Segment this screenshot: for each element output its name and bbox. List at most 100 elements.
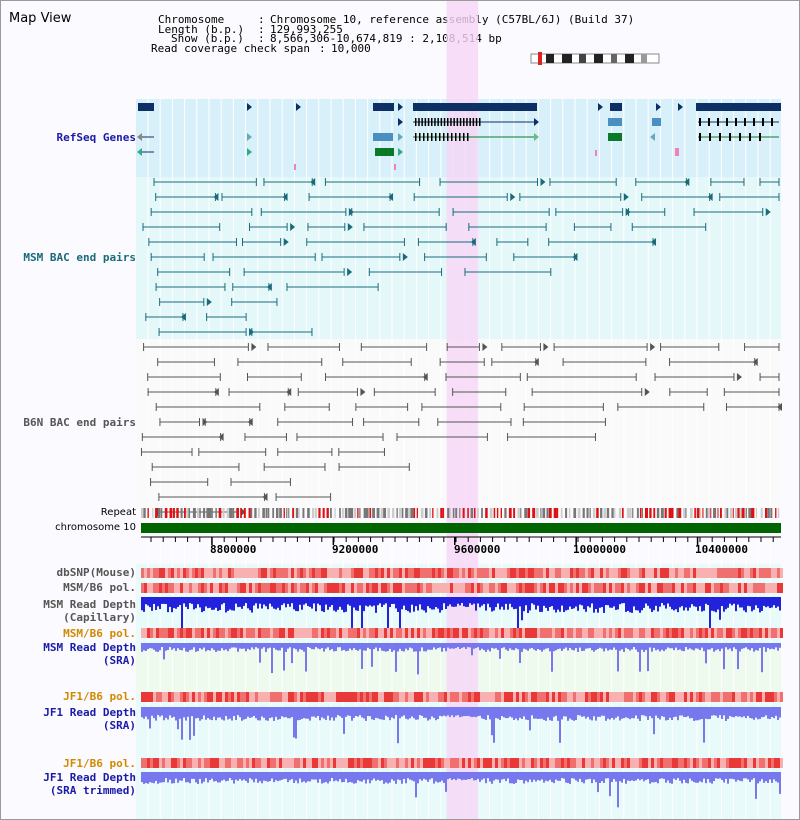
polymorphism-cell bbox=[408, 758, 411, 768]
polymorphism-cell bbox=[519, 568, 522, 578]
read-depth-bar bbox=[357, 647, 359, 651]
read-depth-bar bbox=[555, 603, 557, 613]
read-depth-bar bbox=[697, 647, 699, 649]
polymorphism-cell bbox=[249, 628, 252, 638]
polymorphism-cell bbox=[522, 583, 525, 593]
bac-end-arrow bbox=[310, 178, 316, 186]
read-depth-bar bbox=[483, 647, 485, 651]
read-depth-bar bbox=[299, 715, 301, 720]
read-depth-bar bbox=[401, 715, 403, 717]
polymorphism-cell bbox=[342, 583, 345, 593]
b6n-bac-label[interactable]: B6N BAC end pairs bbox=[23, 416, 136, 429]
data-track-label[interactable]: MSM/B6 pol. bbox=[63, 581, 136, 594]
show-sep: : bbox=[258, 32, 272, 45]
repeat-element bbox=[577, 508, 581, 518]
read-depth-bar bbox=[239, 647, 241, 649]
polymorphism-cell bbox=[444, 628, 447, 638]
read-depth-bar bbox=[765, 647, 767, 652]
chromosome-ideogram[interactable] bbox=[530, 52, 660, 65]
refseq-genes-track[interactable] bbox=[137, 103, 781, 170]
polymorphism-cell bbox=[504, 583, 507, 593]
read-depth-bar bbox=[249, 647, 251, 650]
data-track-label[interactable]: MSM Read Depth bbox=[43, 641, 136, 654]
read-depth-bar bbox=[377, 778, 379, 780]
msm-bac-track[interactable] bbox=[142, 178, 780, 336]
read-depth-bar bbox=[465, 778, 467, 780]
read-depth-bar bbox=[321, 603, 323, 612]
read-depth-bar bbox=[535, 778, 537, 782]
repeat-element bbox=[429, 508, 432, 518]
data-track-label[interactable]: (SRA) bbox=[102, 654, 136, 667]
repeat-element bbox=[232, 508, 235, 518]
read-depth-bar bbox=[685, 715, 687, 718]
polymorphism-cell bbox=[450, 692, 453, 702]
read-depth-bar bbox=[557, 715, 559, 721]
repeat-track[interactable] bbox=[141, 508, 780, 518]
data-track-label[interactable]: MSM/B6 pol. bbox=[63, 627, 136, 640]
data-track-label[interactable]: dbSNP(Mouse) bbox=[56, 566, 136, 579]
read-depth-bar bbox=[411, 715, 413, 717]
read-depth-bar bbox=[161, 778, 163, 783]
polymorphism-cell bbox=[399, 568, 402, 578]
polymorphism-cell bbox=[708, 692, 711, 702]
read-depth-bar bbox=[325, 603, 327, 605]
polymorphism-cell bbox=[444, 568, 447, 578]
data-track-label[interactable]: JF1/B6 pol. bbox=[63, 690, 136, 703]
read-depth-bar bbox=[385, 778, 387, 783]
polymorphism-cell bbox=[225, 692, 228, 702]
read-depth-bar bbox=[415, 603, 417, 607]
read-depth-bar bbox=[539, 715, 541, 719]
data-track-label[interactable]: JF1 Read Depth bbox=[43, 771, 136, 784]
repeat-element bbox=[341, 508, 344, 518]
read-depth-bar bbox=[237, 647, 239, 652]
polymorphism-cell bbox=[720, 568, 723, 578]
gene-exon-tick bbox=[431, 133, 433, 141]
read-depth-bar bbox=[747, 647, 749, 650]
read-depth-bar bbox=[375, 778, 377, 781]
read-depth-bar bbox=[695, 603, 697, 607]
read-depth-bar bbox=[215, 715, 217, 721]
repeat-element bbox=[600, 508, 603, 518]
polymorphism-cell bbox=[240, 628, 243, 638]
polymorphism-cell bbox=[369, 583, 372, 593]
polymorphism-cell bbox=[432, 568, 435, 578]
read-depth-bar bbox=[269, 603, 271, 604]
read-depth-bar bbox=[537, 778, 539, 781]
data-track-label[interactable]: (SRA) bbox=[102, 719, 136, 732]
read-depth-bar bbox=[295, 778, 297, 781]
gene-exon-tick bbox=[472, 118, 475, 126]
polymorphism-cell bbox=[429, 628, 432, 638]
chromosome-bar[interactable] bbox=[141, 523, 781, 533]
polymorphism-cell bbox=[285, 758, 288, 768]
data-track-label[interactable]: (Capillary) bbox=[63, 611, 136, 624]
b6n-bac-track[interactable] bbox=[140, 343, 782, 531]
polymorphism-cell bbox=[297, 628, 300, 638]
msm-bac-label[interactable]: MSM BAC end pairs bbox=[23, 251, 136, 264]
repeat-element bbox=[770, 508, 773, 518]
read-depth-bar bbox=[563, 603, 565, 613]
read-depth-bar bbox=[749, 715, 751, 719]
refseq-genes-label[interactable]: RefSeq Genes bbox=[56, 131, 136, 144]
polymorphism-cell bbox=[273, 692, 276, 702]
polymorphism-cell bbox=[696, 583, 699, 593]
gene-exon-tick bbox=[466, 118, 468, 126]
polymorphism-cell bbox=[552, 758, 555, 768]
data-track-label[interactable]: JF1 Read Depth bbox=[43, 706, 136, 719]
data-track-label[interactable]: JF1/B6 pol. bbox=[63, 757, 136, 770]
repeat-element bbox=[696, 508, 700, 518]
read-depth-bar bbox=[667, 778, 669, 781]
read-depth-bar bbox=[779, 778, 781, 794]
read-depth-bar bbox=[725, 715, 727, 721]
read-depth-bar bbox=[471, 603, 473, 605]
polymorphism-cell bbox=[693, 692, 696, 702]
polymorphism-cell bbox=[162, 758, 165, 768]
read-depth-bar bbox=[351, 603, 353, 628]
data-track-label[interactable]: (SRA trimmed) bbox=[49, 784, 136, 797]
read-depth-bar bbox=[501, 603, 503, 607]
data-track-label[interactable]: MSM Read Depth bbox=[43, 598, 136, 611]
repeat-label: Repeat bbox=[100, 507, 136, 518]
read-depth-bar bbox=[247, 778, 249, 783]
polymorphism-cell bbox=[228, 583, 231, 593]
polymorphism-cell bbox=[738, 628, 741, 638]
